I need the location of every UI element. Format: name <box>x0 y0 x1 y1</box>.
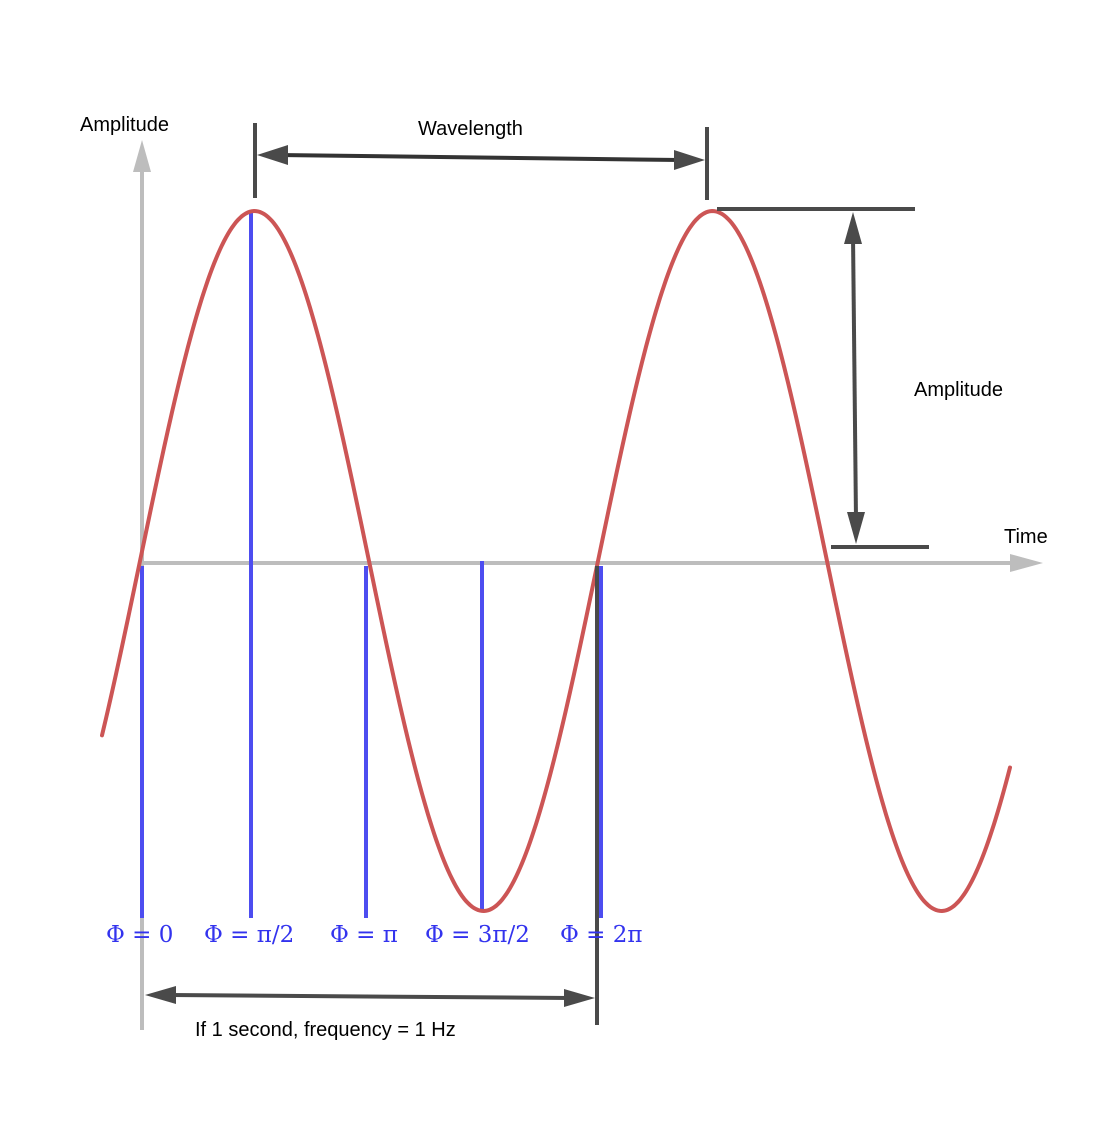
wavelength-arrow-line <box>277 153 681 162</box>
axes: Amplitude Time <box>80 114 1048 1030</box>
phase-label-two-pi: Φ = 2π <box>560 922 643 948</box>
phase-label-half-pi: Φ = π/2 <box>204 922 294 948</box>
amplitude-label: Amplitude <box>914 379 1003 401</box>
wavelength-label: Wavelength <box>418 118 523 140</box>
frequency-label: If 1 second, frequency = 1 Hz <box>195 1019 456 1041</box>
amplitude-arrow-line <box>851 234 858 521</box>
phase-label-pi: Φ = π <box>330 922 398 948</box>
period-arrowhead-left <box>145 986 176 1004</box>
amplitude-arrowhead-down <box>847 512 865 544</box>
wavelength-dimension: Wavelength <box>253 118 709 200</box>
y-axis-label: Amplitude <box>80 114 169 136</box>
amplitude-dimension: Amplitude <box>717 207 1003 549</box>
x-axis-label: Time <box>1004 526 1048 548</box>
y-axis-arrowhead <box>133 140 151 172</box>
amplitude-arrowhead-up <box>844 212 862 244</box>
phase-marker-lines <box>140 212 603 918</box>
period-dimension: If 1 second, frequency = 1 Hz <box>145 566 599 1041</box>
phase-label-three-half-pi: Φ = 3π/2 <box>425 922 530 948</box>
x-axis-arrowhead <box>1010 554 1043 572</box>
wavelength-arrowhead-left <box>257 145 288 165</box>
phase-labels: Φ = 0 Φ = π/2 Φ = π Φ = 3π/2 Φ = 2π <box>106 922 643 948</box>
period-arrowhead-right <box>564 989 595 1007</box>
sine-wave <box>100 208 1012 914</box>
period-arrow-line <box>169 993 571 1000</box>
phase-label-0: Φ = 0 <box>106 922 173 948</box>
wavelength-arrowhead-right <box>674 150 705 170</box>
